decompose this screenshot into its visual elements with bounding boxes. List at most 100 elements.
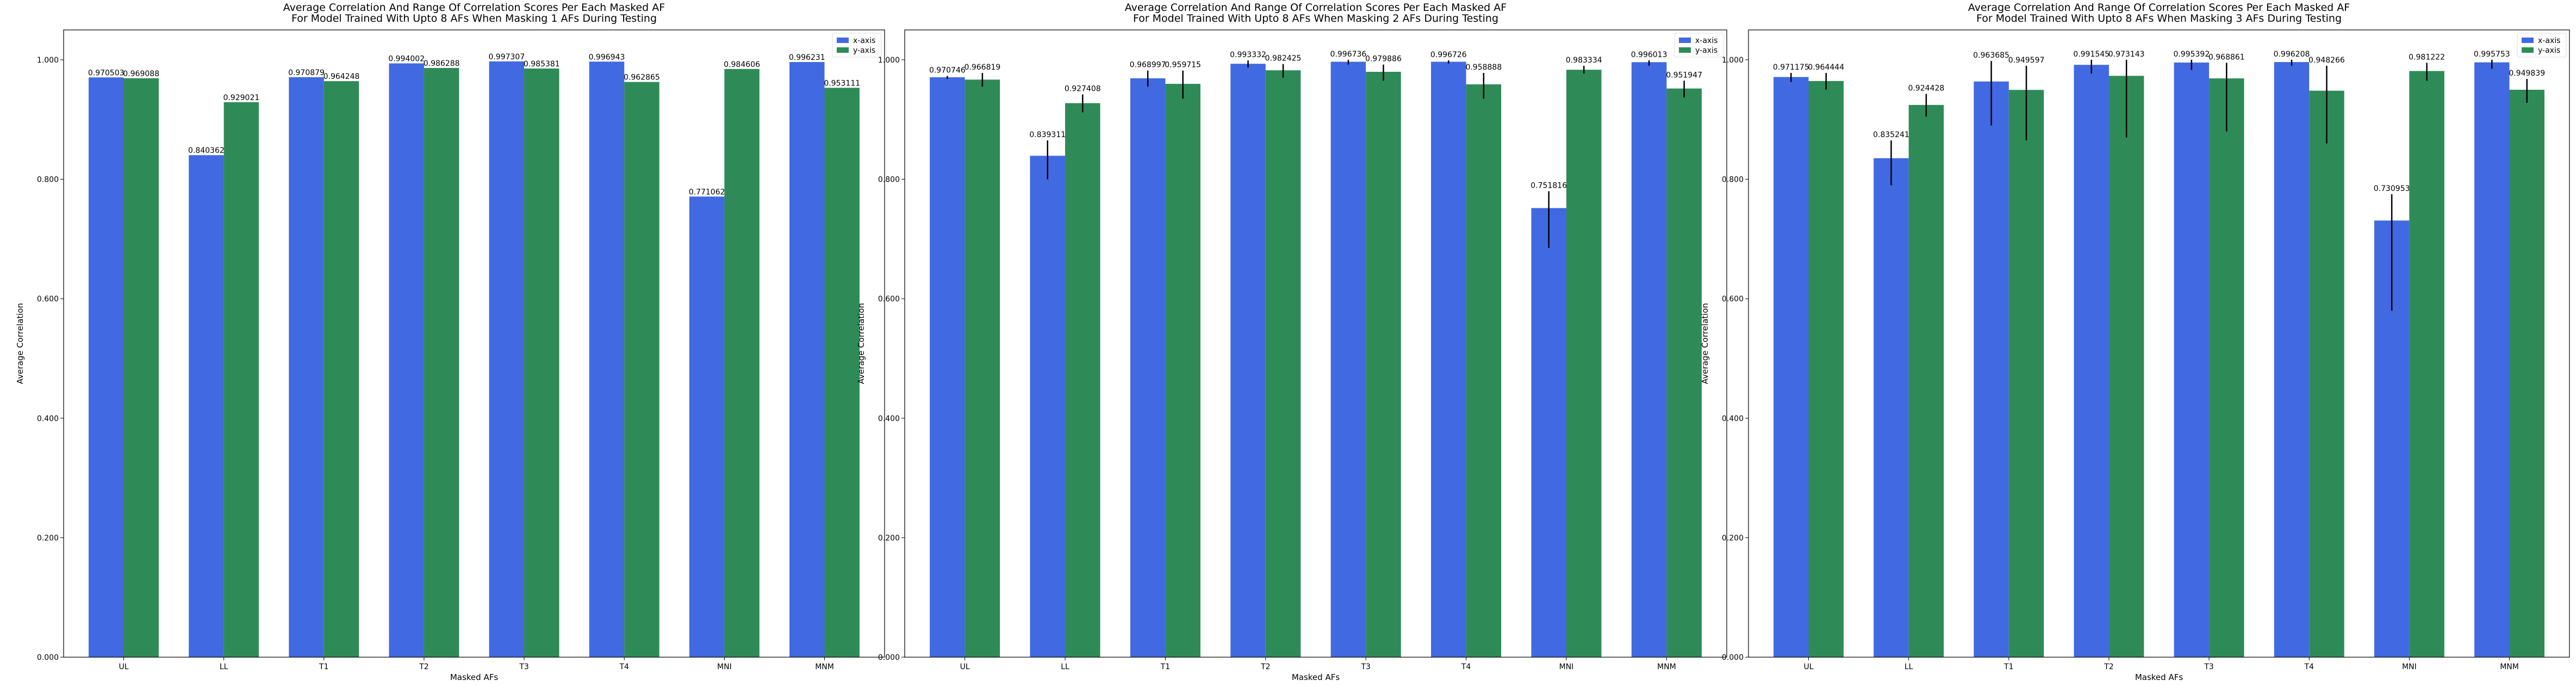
bar-x-axis-LL — [189, 155, 224, 657]
y-tick-label: 0.600 — [878, 295, 900, 304]
bar-value-label: 0.968997 — [1130, 61, 1166, 70]
x-tick-label: MNI — [717, 663, 732, 671]
bar-y-axis-UL — [123, 78, 159, 657]
bar-value-label: 0.958888 — [1465, 63, 1502, 72]
bar-value-label: 0.968861 — [2208, 53, 2245, 61]
bar-value-label: 0.996231 — [789, 53, 825, 62]
chart-title: For Model Trained With Upto 8 AFs When M… — [291, 13, 657, 24]
bar-value-label: 0.927408 — [1065, 85, 1101, 94]
bar-y-axis-UL — [965, 79, 1000, 657]
y-tick-label: 0.000 — [1722, 653, 1744, 662]
y-tick-label: 0.400 — [37, 415, 59, 423]
x-axis-label: Masked AFs — [1292, 672, 1340, 682]
x-tick-label: T2 — [1260, 663, 1270, 671]
bar-y-axis-T3 — [2209, 78, 2244, 657]
bar-value-label: 0.996726 — [1430, 51, 1467, 59]
bar-value-label: 0.751816 — [1530, 181, 1567, 190]
bar-y-axis-MNI — [2409, 71, 2444, 658]
bar-value-label: 0.970879 — [288, 69, 325, 77]
chart-title: For Model Trained With Upto 8 AFs When M… — [1133, 13, 1498, 24]
legend-label: y-axis — [1695, 46, 1718, 55]
bar-x-axis-MNI — [689, 196, 725, 657]
bar-x-axis-T4 — [2274, 62, 2310, 658]
x-tick-label: LL — [220, 663, 228, 671]
bar-x-axis-MNI — [1531, 208, 1566, 657]
bar-x-axis-T3 — [2174, 62, 2210, 657]
x-tick-label: T1 — [2003, 663, 2013, 671]
bar-y-axis-T4 — [2309, 90, 2344, 657]
bar-y-axis-T1 — [1165, 84, 1200, 658]
x-tick-label: T1 — [1160, 663, 1170, 671]
bar-y-axis-MNM — [824, 88, 860, 658]
x-tick-label: UL — [960, 663, 970, 671]
x-tick-label: MNM — [1657, 663, 1676, 671]
bar-value-label: 0.951947 — [1666, 71, 1702, 79]
bar-value-label: 0.993332 — [1230, 51, 1266, 59]
bar-x-axis-UL — [930, 77, 965, 657]
y-tick-label: 0.200 — [878, 534, 900, 542]
x-tick-label: UL — [1803, 663, 1813, 671]
bar-x-axis-T2 — [1230, 64, 1266, 658]
bar-value-label: 0.985381 — [524, 60, 560, 69]
bar-x-axis-UL — [89, 77, 124, 657]
bar-value-label: 0.986288 — [424, 59, 460, 68]
y-tick-label: 1.000 — [878, 56, 900, 65]
y-tick-label: 0.200 — [1722, 534, 1744, 542]
bar-x-axis-UL — [1774, 77, 1809, 657]
x-axis-label: Masked AFs — [450, 672, 499, 682]
bar-value-label: 0.982425 — [1265, 54, 1302, 63]
x-tick-label: T2 — [419, 663, 428, 671]
x-tick-label: T4 — [1461, 663, 1471, 671]
bar-x-axis-MNM — [2474, 62, 2510, 658]
chart-panel-1: Average Correlation And Range Of Correla… — [15, 2, 885, 682]
legend-label: x-axis — [853, 36, 875, 45]
legend-label: y-axis — [2538, 46, 2560, 55]
bar-y-axis-MNM — [2509, 89, 2544, 657]
bar-y-axis-T4 — [1466, 84, 1502, 657]
y-tick-label: 0.200 — [37, 534, 59, 542]
x-tick-label: LL — [1905, 663, 1913, 671]
bar-x-axis-LL — [1874, 158, 1909, 658]
x-tick-label: T4 — [2304, 663, 2314, 671]
x-tick-label: T2 — [2104, 663, 2113, 671]
bar-x-axis-T3 — [489, 61, 525, 657]
legend-swatch-x-axis — [1679, 38, 1691, 43]
bar-y-axis-T1 — [323, 81, 359, 658]
bar-y-axis-T3 — [524, 68, 559, 658]
y-tick-label: 0.600 — [1722, 295, 1744, 304]
bar-value-label: 0.981222 — [2409, 53, 2445, 61]
bar-value-label: 0.973143 — [2108, 50, 2145, 59]
chart-title: Average Correlation And Range Of Correla… — [1125, 2, 1507, 14]
y-tick-label: 0.000 — [878, 653, 900, 662]
y-tick-label: 0.400 — [1722, 415, 1744, 423]
bar-value-label: 0.979886 — [1365, 55, 1402, 64]
y-tick-label: 0.600 — [37, 295, 59, 304]
bar-y-axis-LL — [1065, 103, 1100, 658]
bar-value-label: 0.839311 — [1029, 131, 1066, 139]
bar-x-axis-T1 — [289, 77, 324, 657]
bar-value-label: 0.948266 — [2309, 56, 2345, 65]
x-tick-label: T3 — [2204, 663, 2213, 671]
bar-x-axis-LL — [1030, 156, 1066, 658]
bar-y-axis-T2 — [424, 67, 459, 658]
bar-x-axis-T2 — [389, 63, 424, 658]
bar-value-label: 0.835241 — [1873, 131, 1909, 139]
bar-value-label: 0.996208 — [2274, 50, 2310, 59]
x-tick-label: LL — [1061, 663, 1069, 671]
bar-value-label: 0.959715 — [1165, 61, 1201, 70]
legend-label: x-axis — [1695, 36, 1718, 45]
bar-value-label: 0.969088 — [123, 70, 159, 78]
bar-value-label: 0.996943 — [589, 53, 625, 61]
legend-label: x-axis — [2538, 36, 2560, 45]
y-tick-label: 0.400 — [878, 415, 900, 423]
bar-value-label: 0.971175 — [1773, 63, 1809, 72]
bar-x-axis-T1 — [1974, 81, 2009, 657]
bar-y-axis-T4 — [624, 82, 659, 658]
bar-value-label: 0.964248 — [323, 72, 360, 81]
x-tick-label: T1 — [319, 663, 328, 671]
bar-value-label: 0.840362 — [188, 146, 225, 155]
bar-y-axis-T1 — [2008, 90, 2044, 657]
legend-swatch-y-axis — [1679, 47, 1691, 53]
bar-x-axis-MNM — [1631, 62, 1667, 658]
